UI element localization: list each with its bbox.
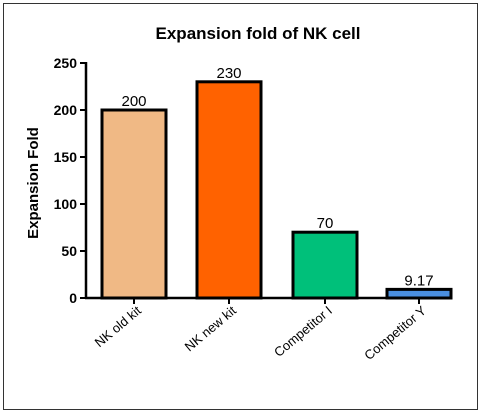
data-label: 200 [121, 93, 146, 110]
bar [195, 80, 263, 300]
x-tick-label: NK new kit [182, 303, 240, 355]
y-tick-label: 100 [54, 196, 78, 212]
y-tick-label: 50 [61, 243, 77, 259]
data-label: 9.17 [404, 272, 433, 289]
y-tick-label: 150 [54, 149, 78, 165]
y-tick-label: 250 [54, 55, 78, 71]
chart-title: Expansion fold of NK cell [156, 24, 361, 43]
x-tick-label: NK old kit [92, 303, 145, 350]
data-label: 70 [317, 215, 334, 232]
bar [385, 287, 453, 300]
y-axis-label: Expansion Fold [25, 127, 42, 239]
bar [100, 108, 168, 300]
x-tick-label: Competitor I [271, 303, 335, 360]
y-tick-label: 200 [54, 102, 78, 118]
x-tick-label: Competitor Y [361, 303, 429, 363]
data-label: 230 [216, 65, 241, 82]
bar [291, 230, 359, 300]
y-tick-label: 0 [69, 290, 77, 306]
